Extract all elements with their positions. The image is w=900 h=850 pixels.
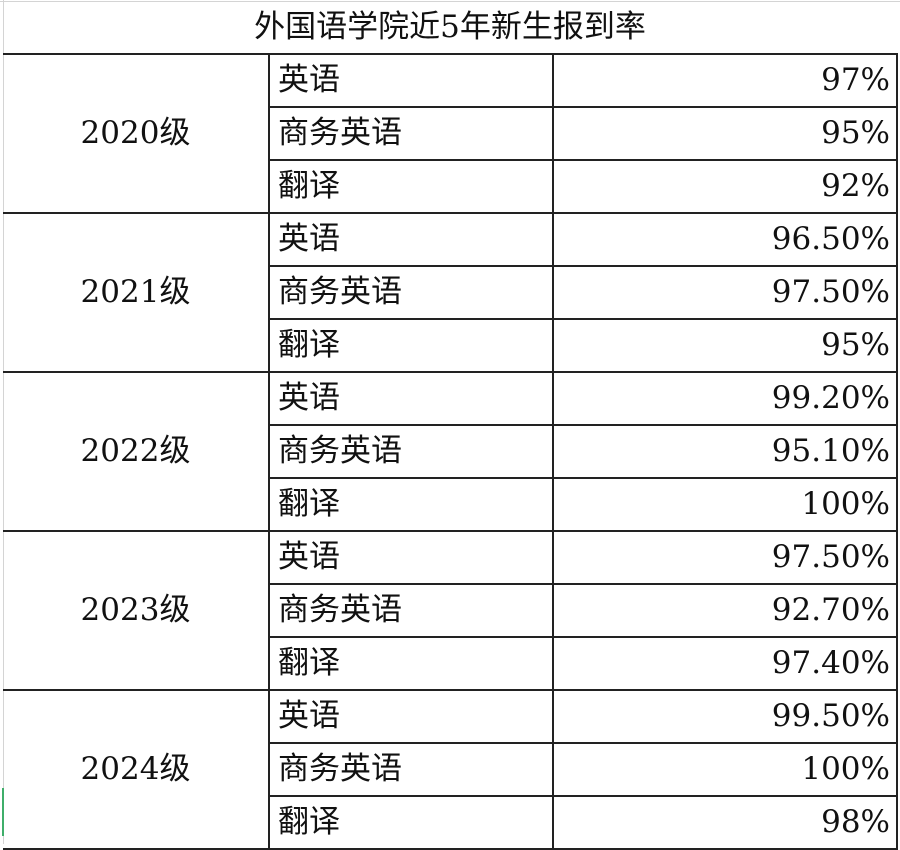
rate-cell[interactable]: 97% — [552, 53, 898, 108]
table-row: 翻译 100% — [3, 477, 898, 532]
year-cell[interactable]: 2021级 — [3, 212, 270, 373]
table-row: 翻译 92% — [3, 159, 898, 214]
major-cell[interactable]: 商务英语 — [268, 106, 554, 161]
year-cell[interactable]: 2020级 — [3, 53, 270, 214]
major-cell[interactable]: 英语 — [268, 371, 554, 426]
rate-cell[interactable]: 97.40% — [552, 636, 898, 691]
major-cell[interactable]: 商务英语 — [268, 583, 554, 638]
table-row: 2021级 英语 96.50% — [3, 212, 898, 373]
rate-cell[interactable]: 92.70% — [552, 583, 898, 638]
table-row: 2023级 英语 97.50% — [3, 530, 898, 691]
table-row: 翻译 97.40% — [3, 636, 898, 691]
title-row: 外国语学院近5年新生报到率 — [3, 2, 897, 55]
year-cell[interactable]: 2024级 — [3, 689, 270, 850]
rate-cell[interactable]: 100% — [552, 742, 898, 797]
rate-cell[interactable]: 99.50% — [552, 689, 898, 744]
table-row: 商务英语 100% — [3, 742, 898, 797]
table-row: 2022级 英语 99.20% — [3, 371, 898, 532]
rate-cell[interactable]: 99.20% — [552, 371, 898, 426]
major-cell[interactable]: 商务英语 — [268, 424, 554, 479]
rate-cell[interactable]: 97.50% — [552, 265, 898, 320]
major-cell[interactable]: 英语 — [268, 689, 554, 744]
rate-cell[interactable]: 96.50% — [552, 212, 898, 267]
rate-cell[interactable]: 95% — [552, 106, 898, 161]
table-row: 2024级 英语 99.50% — [3, 689, 898, 850]
major-cell[interactable]: 翻译 — [268, 159, 554, 214]
major-cell[interactable]: 翻译 — [268, 636, 554, 691]
year-cell[interactable]: 2022级 — [3, 371, 270, 532]
major-cell[interactable]: 英语 — [268, 53, 554, 108]
table-title[interactable]: 外国语学院近5年新生报到率 — [3, 2, 897, 55]
gridline — [0, 1, 900, 2]
rate-cell[interactable]: 92% — [552, 159, 898, 214]
major-cell[interactable]: 英语 — [268, 530, 554, 585]
table-row: 翻译 95% — [3, 318, 898, 373]
major-cell[interactable]: 翻译 — [268, 795, 554, 850]
major-cell[interactable]: 商务英语 — [268, 742, 554, 797]
rate-cell[interactable]: 100% — [552, 477, 898, 532]
table-row: 商务英语 92.70% — [3, 583, 898, 638]
rate-cell[interactable]: 95.10% — [552, 424, 898, 479]
major-cell[interactable]: 商务英语 — [268, 265, 554, 320]
table-row: 2020级 英语 97% — [3, 53, 898, 214]
year-cell[interactable]: 2023级 — [3, 530, 270, 691]
rate-cell[interactable]: 98% — [552, 795, 898, 850]
major-cell[interactable]: 翻译 — [268, 477, 554, 532]
table-row: 商务英语 97.50% — [3, 265, 898, 320]
major-cell[interactable]: 英语 — [268, 212, 554, 267]
table-row: 商务英语 95% — [3, 106, 898, 161]
enrollment-rate-table: 外国语学院近5年新生报到率 2020级 英语 97% 商务英语 95% 翻译 92% 2021… — [3, 2, 898, 850]
major-cell[interactable]: 翻译 — [268, 318, 554, 373]
rate-cell[interactable]: 95% — [552, 318, 898, 373]
rate-cell[interactable]: 97.50% — [552, 530, 898, 585]
table-row: 商务英语 95.10% — [3, 424, 898, 479]
